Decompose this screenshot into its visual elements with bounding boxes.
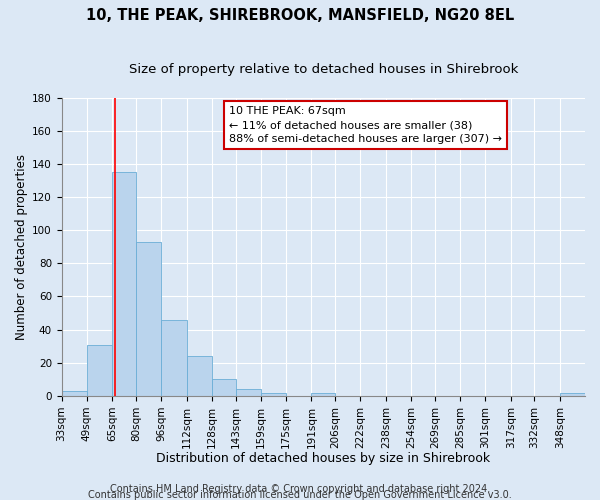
Bar <box>62 391 87 396</box>
Y-axis label: Number of detached properties: Number of detached properties <box>15 154 28 340</box>
Bar <box>261 392 286 396</box>
Text: Contains HM Land Registry data © Crown copyright and database right 2024.: Contains HM Land Registry data © Crown c… <box>110 484 490 494</box>
Bar <box>187 356 212 396</box>
Bar <box>161 320 187 396</box>
Bar <box>87 344 112 396</box>
Bar <box>311 392 335 396</box>
Bar <box>236 390 261 396</box>
Text: 10 THE PEAK: 67sqm
← 11% of detached houses are smaller (38)
88% of semi-detache: 10 THE PEAK: 67sqm ← 11% of detached hou… <box>229 106 502 144</box>
Text: Contains public sector information licensed under the Open Government Licence v3: Contains public sector information licen… <box>88 490 512 500</box>
Bar <box>136 242 161 396</box>
Bar <box>560 392 585 396</box>
Text: 10, THE PEAK, SHIREBROOK, MANSFIELD, NG20 8EL: 10, THE PEAK, SHIREBROOK, MANSFIELD, NG2… <box>86 8 514 22</box>
Bar <box>212 380 236 396</box>
Bar <box>112 172 136 396</box>
Title: Size of property relative to detached houses in Shirebrook: Size of property relative to detached ho… <box>128 62 518 76</box>
X-axis label: Distribution of detached houses by size in Shirebrook: Distribution of detached houses by size … <box>156 452 490 465</box>
